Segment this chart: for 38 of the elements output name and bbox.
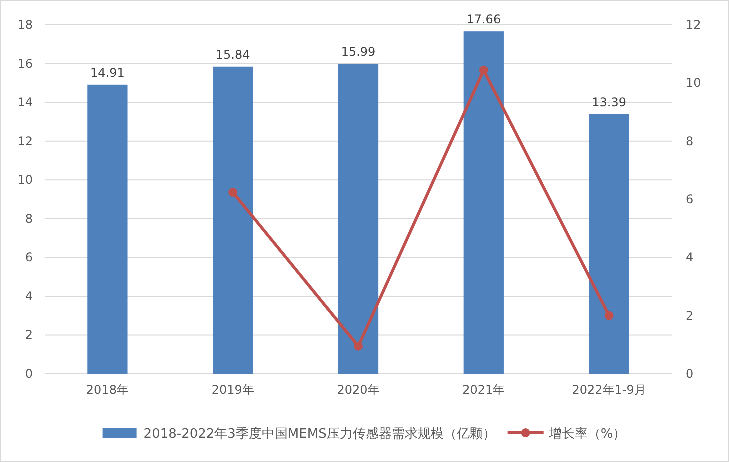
y-tick-label: 6 <box>25 250 33 265</box>
y-tick-label: 2 <box>25 328 33 342</box>
y2-tick-label: 4 <box>686 250 694 265</box>
point <box>479 66 488 75</box>
y-tick-label: 16 <box>18 56 33 71</box>
x-tick-label: 2021年 <box>462 383 506 397</box>
y-tick-label: 8 <box>25 212 33 226</box>
legend-label: 2018-2022年3季度中国MEMS压力传感器需求规模（亿颗） <box>144 426 496 442</box>
y-tick-label: 0 <box>25 367 33 381</box>
x-tick-label: 2019年 <box>212 383 254 397</box>
bar <box>88 84 128 374</box>
x-tick-label: 2018年 <box>86 383 129 397</box>
bar <box>589 114 630 374</box>
y-tick-label: 12 <box>18 134 33 148</box>
bar <box>464 32 504 374</box>
x-tick-label: 2020年 <box>337 383 380 397</box>
y2-tick-label: 8 <box>686 134 694 148</box>
data-label: 15.99 <box>341 44 376 59</box>
bar <box>213 66 254 374</box>
y2-tick-label: 6 <box>686 192 694 206</box>
data-label: 17.66 <box>466 12 502 27</box>
y-tick-label: 10 <box>18 173 33 188</box>
data-label: 13.39 <box>592 95 626 110</box>
y2-tick-label: 12 <box>686 18 702 32</box>
y2-tick-label: 10 <box>686 76 702 90</box>
bar <box>338 64 379 374</box>
data-label: 15.84 <box>216 48 250 62</box>
y2-tick-label: 2 <box>686 308 694 323</box>
data-label: 14.91 <box>90 66 125 80</box>
y-tick-label: 14 <box>18 96 33 110</box>
y-tick-label: 4 <box>25 289 33 304</box>
point <box>354 342 363 351</box>
y-tick-label: 18 <box>18 18 33 32</box>
point <box>604 311 614 320</box>
x-tick-label: 2022年1-9月 <box>572 383 646 397</box>
legend-label: 增长率（%） <box>548 426 626 442</box>
point <box>228 188 238 198</box>
y2-tick-label: 0 <box>686 367 694 381</box>
